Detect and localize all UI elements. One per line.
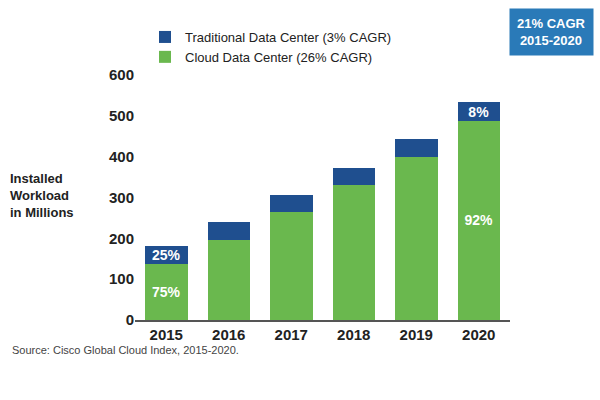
svg-text:8%: 8% <box>468 104 489 120</box>
svg-text:Cloud Data Center (26% CAGR): Cloud Data Center (26% CAGR) <box>185 50 372 65</box>
svg-text:Traditional Data Center (3% CA: Traditional Data Center (3% CAGR) <box>185 30 391 45</box>
svg-text:600: 600 <box>109 66 134 83</box>
svg-text:2015: 2015 <box>150 326 183 343</box>
svg-text:2018: 2018 <box>337 326 370 343</box>
svg-text:2020: 2020 <box>462 326 495 343</box>
svg-text:25%: 25% <box>152 247 181 263</box>
svg-text:2019: 2019 <box>400 326 433 343</box>
svg-text:75%: 75% <box>152 284 181 300</box>
svg-text:2016: 2016 <box>212 326 245 343</box>
svg-text:400: 400 <box>109 148 134 165</box>
svg-text:92%: 92% <box>464 212 493 228</box>
svg-text:Source: Cisco Global Cloud Ind: Source: Cisco Global Cloud Index, 2015-2… <box>12 344 239 356</box>
svg-text:200: 200 <box>109 230 134 247</box>
svg-text:21% CAGR2015-2020: 21% CAGR2015-2020 <box>517 16 586 48</box>
svg-text:100: 100 <box>109 270 134 287</box>
svg-text:500: 500 <box>109 107 134 124</box>
svg-text:2017: 2017 <box>275 326 308 343</box>
svg-text:InstalledWorkloadin Millions: InstalledWorkloadin Millions <box>10 171 74 220</box>
svg-text:0: 0 <box>126 311 134 328</box>
svg-text:300: 300 <box>109 189 134 206</box>
